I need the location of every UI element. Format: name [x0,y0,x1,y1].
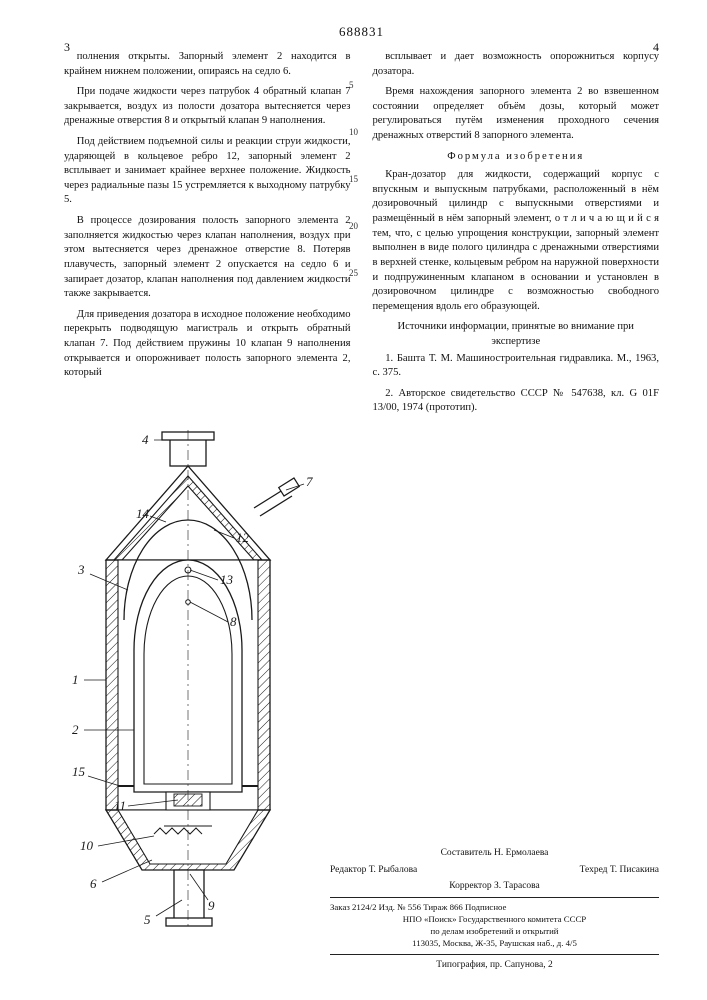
sources-heading-text: Источники информации, принятые во вниман… [398,321,634,347]
line-number: 20 [349,221,358,231]
column-left: полнения открыты. Запорный элемент 2 нах… [64,50,351,422]
callout-13: 13 [220,572,234,587]
printer-line: Типография, пр. Сапунова, 2 [330,959,659,972]
formula-body: Кран-дозатор для жидкости, содержащий ко… [373,168,660,314]
corrector-line: Корректор З. Тарасова [330,880,659,893]
address-line: 113035, Москва, Ж-35, Раушская наб., д. … [330,938,659,950]
callout-6: 6 [90,876,97,891]
source-item: 1. Башта Т. М. Машиностроительная гидрав… [373,352,660,381]
line-number: 5 [349,80,358,90]
source-item: 2. Авторское свидетельство СССР № 547638… [373,387,660,416]
divider [330,954,659,955]
paragraph: Под действием подъемной силы и реакции с… [64,135,351,208]
formula-heading: Формула изобретения [373,150,660,165]
page-number-left: 3 [64,40,70,55]
techred-line: Техред Т. Писакина [580,864,659,877]
org-line: по делам изобретений и открытий [330,926,659,938]
callout-5: 5 [144,912,151,927]
line-number-gutter: 5 10 15 20 25 [349,60,358,278]
callout-15: 15 [72,764,86,779]
callout-2: 2 [72,722,79,737]
text-columns: полнения открыты. Запорный элемент 2 нах… [64,50,659,422]
paragraph: При подаче жидкости через патрубок 4 обр… [64,85,351,129]
document-number: 688831 [64,24,659,40]
paragraph: всплывает и дает возможность опорожнитьс… [373,50,660,79]
paragraph: полнения открыты. Запорный элемент 2 нах… [64,50,351,79]
compiler-line: Составитель Н. Ермолаева [330,847,659,860]
callout-9: 9 [208,898,215,913]
callout-4: 4 [142,432,149,447]
editor-line: Редактор Т. Рыбалова [330,864,417,877]
org-line: НПО «Поиск» Государственного комитета СС… [330,914,659,926]
page-number-right: 4 [653,40,659,55]
callout-8: 8 [230,614,237,629]
callout-14: 14 [136,506,150,521]
line-number: 25 [349,268,358,278]
line-number: 15 [349,174,358,184]
paragraph: Для приведения дозатора в исходное полож… [64,308,351,381]
paragraph: Время нахождения запорного элемента 2 во… [373,85,660,143]
callout-10: 10 [80,838,94,853]
column-right: всплывает и дает возможность опорожнитьс… [373,50,660,422]
callout-3: 3 [77,562,85,577]
order-line: Заказ 2124/2 Изд. № 556 Тираж 866 Подпис… [330,902,659,914]
divider [330,897,659,898]
paragraph: В процессе дозирования полость запорного… [64,214,351,302]
figure-diagram: 1 2 3 4 5 6 7 8 9 10 11 12 13 14 15 [58,430,318,960]
sources-heading: Источники информации, принятые во вниман… [373,320,660,349]
imprint-block: Составитель Н. Ермолаева Редактор Т. Рыб… [330,847,659,972]
callout-1: 1 [72,672,79,687]
callout-12: 12 [236,530,250,545]
page: 3 4 688831 5 10 15 20 25 полнения открыт… [0,0,707,1000]
callout-7: 7 [306,474,313,489]
line-number: 10 [349,127,358,137]
callout-11: 11 [114,798,126,813]
